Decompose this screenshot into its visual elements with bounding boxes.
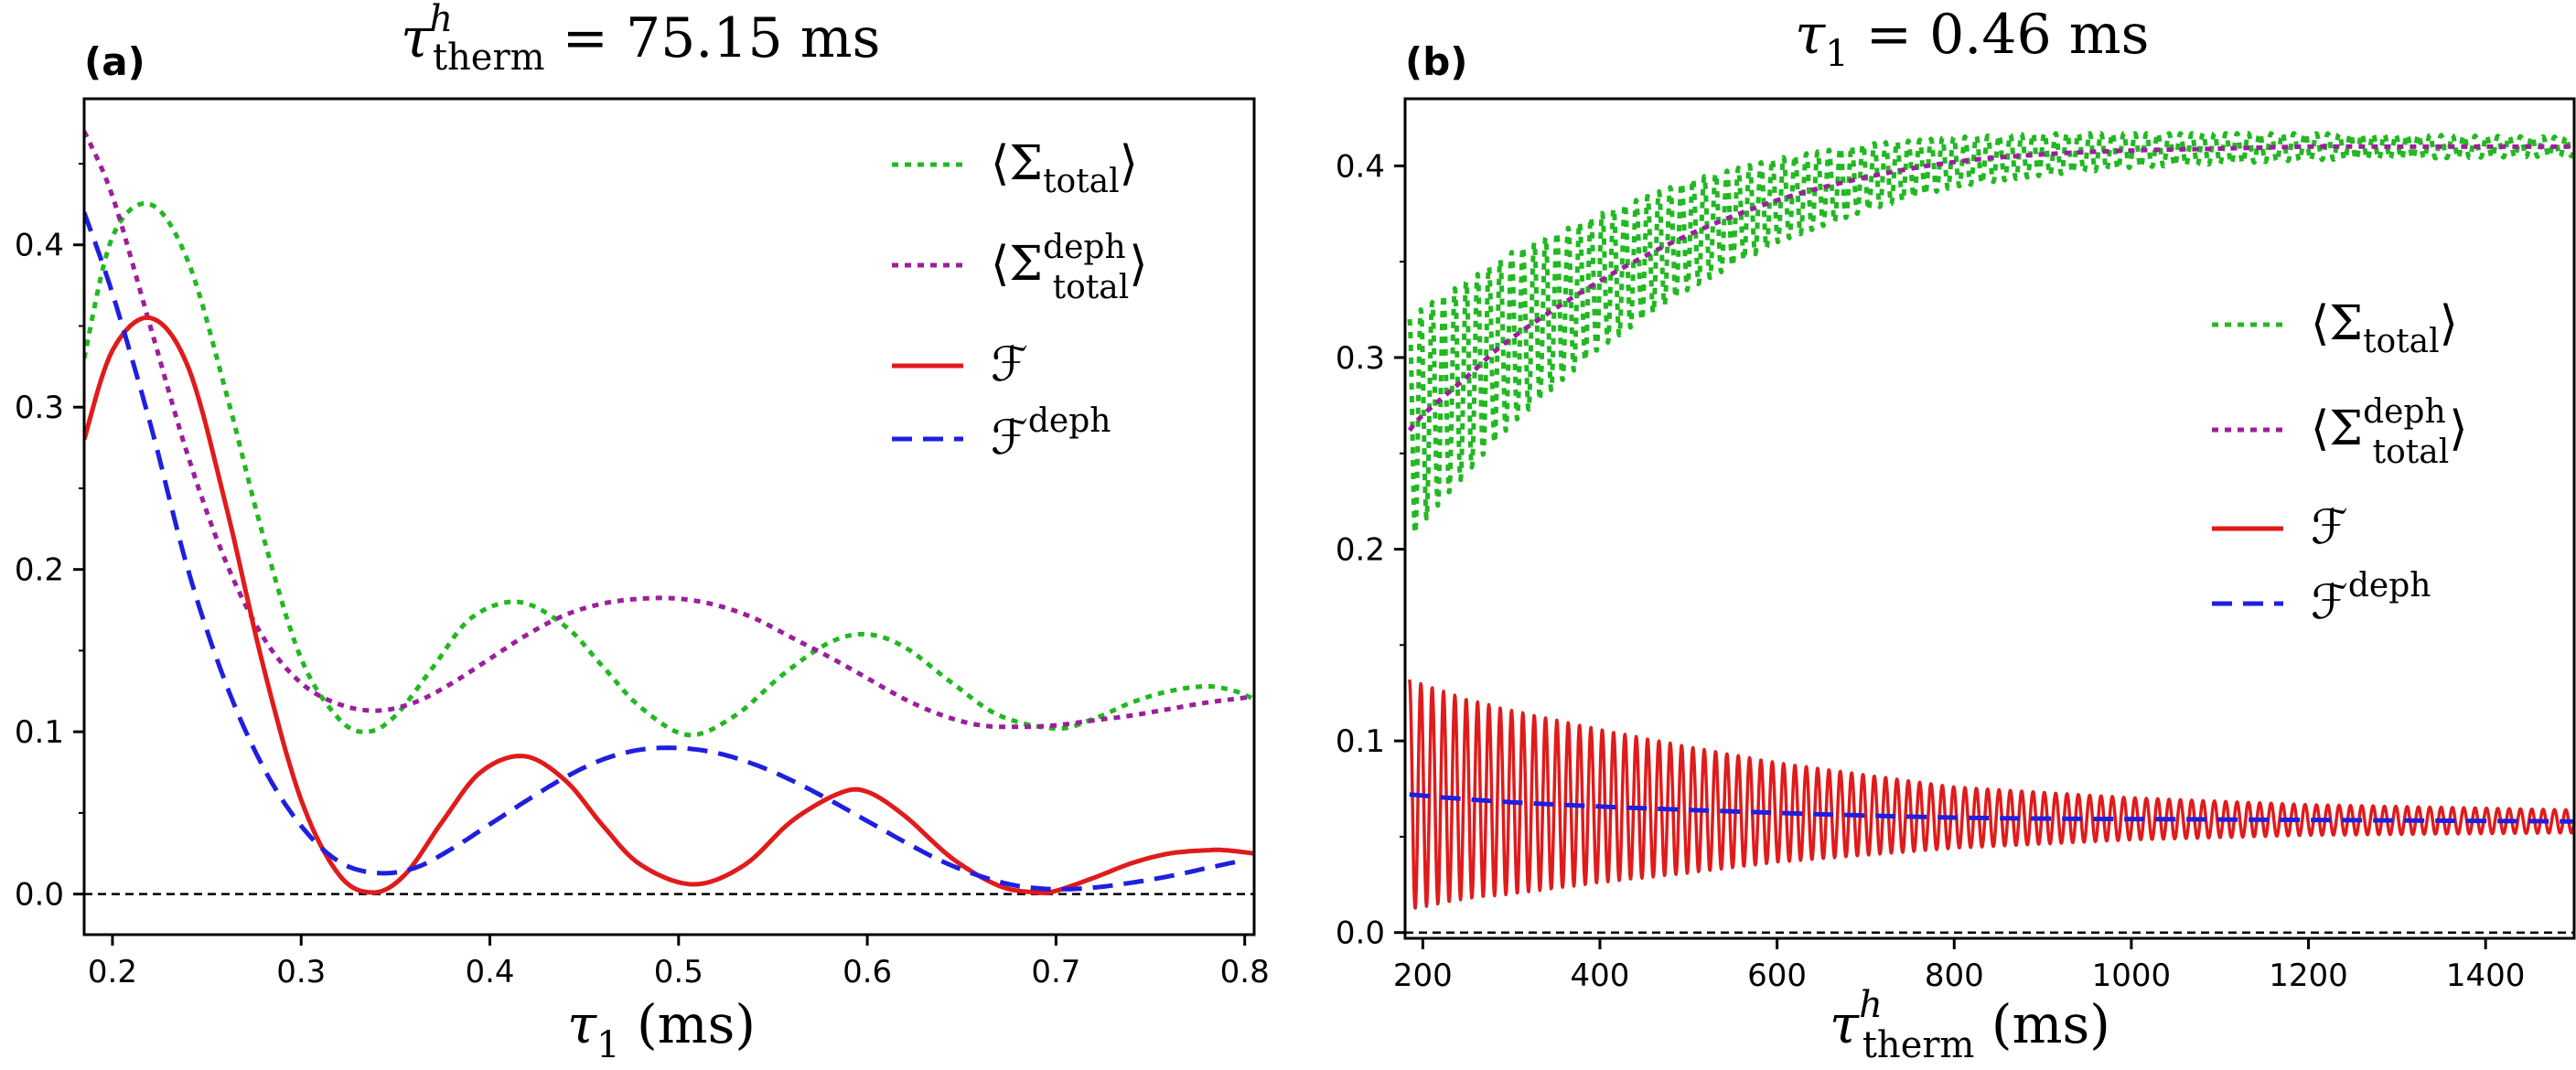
panel-b-ytick-label: 0.4 xyxy=(1336,148,1385,185)
panel-b-ytick-label: 0.2 xyxy=(1336,532,1385,569)
panel-b-series xyxy=(1407,131,2574,910)
panel-a-xtick-label: 0.6 xyxy=(843,954,892,990)
panel-b: (b) τ1 = 0.46 ms 0.0 0.1 0.2 0.3 0.4 200 400 60… xyxy=(1336,3,2576,1066)
panel-b-legend-label: ℱ xyxy=(2311,500,2348,555)
panel-a-legend: ⟨Σtotal⟩ ⟨Σdeph total⟩ ℱ ℱdeph xyxy=(892,136,1148,465)
panel-a-label: (a) xyxy=(84,39,145,84)
panel-b-series-3 xyxy=(1409,792,2574,824)
panel-b-series-0 xyxy=(1407,131,2574,536)
panel-a-xtick-label: 0.4 xyxy=(465,954,514,990)
panel-b-xtick-label: 1400 xyxy=(2446,958,2526,994)
panel-a-ytick-label: 0.3 xyxy=(15,390,64,426)
panel-a-xtick-label: 0.8 xyxy=(1220,954,1270,990)
panel-a-ytick-label: 0.0 xyxy=(15,877,64,914)
panel-b-xtick-label: 200 xyxy=(1393,958,1453,994)
panel-a-xtick-label: 0.7 xyxy=(1031,954,1080,990)
panel-b-xtick-label: 400 xyxy=(1571,958,1630,994)
panel-b-ticks: 0.0 0.1 0.2 0.3 0.4 200 400 600 800 1000 1200 1400 xyxy=(1336,148,2526,994)
panel-b-xtick-label: 600 xyxy=(1747,958,1807,994)
panel-a-xtick-label: 0.2 xyxy=(88,954,137,990)
panel-a-ytick-label: 0.2 xyxy=(15,552,64,589)
panel-a-frame xyxy=(82,97,1256,936)
panel-b-label: (b) xyxy=(1405,39,1467,84)
panel-b-series-2 xyxy=(1408,679,2574,910)
panel-a-series-2 xyxy=(84,315,1254,895)
panel-b-legend-label: ℱdeph xyxy=(2311,567,2431,630)
panel-b-legend-label: ⟨Σdeph total⟩ xyxy=(2311,393,2468,471)
panel-b-xtick-label: 1000 xyxy=(2092,958,2172,994)
panel-b-title: τ1 = 0.46 ms xyxy=(1795,3,2149,75)
panel-a-legend-label: ℱdeph xyxy=(991,402,1111,465)
panel-a-xtick-label: 0.5 xyxy=(654,954,703,990)
panel-a-xtick-label: 0.3 xyxy=(276,954,326,990)
panel-a-series-3 xyxy=(84,211,1246,892)
panel-b-legend: ⟨Σtotal⟩ ⟨Σdeph total⟩ ℱ ℱdeph xyxy=(2212,296,2468,630)
panel-b-series-1 xyxy=(1407,144,2574,433)
panel-a-series-1 xyxy=(84,130,1254,730)
panel-b-ytick-label: 0.0 xyxy=(1336,915,1385,952)
panel-a-series xyxy=(84,130,1254,895)
panel-a-ytick-label: 0.1 xyxy=(15,714,64,751)
panel-b-legend-label: ⟨Σtotal⟩ xyxy=(2311,296,2458,360)
panel-b-xtick-label: 1200 xyxy=(2269,958,2348,994)
panel-a-legend-label: ⟨Σtotal⟩ xyxy=(991,136,1138,200)
panel-a-ytick-label: 0.4 xyxy=(15,228,64,264)
panel-a-xlabel: τ1 (ms) xyxy=(567,993,756,1066)
panel-a-legend-label: ⟨Σdeph total⟩ xyxy=(991,229,1148,306)
panel-b-ytick-label: 0.1 xyxy=(1336,723,1385,760)
panel-b-ytick-label: 0.3 xyxy=(1336,340,1385,377)
panel-b-xlabel: τh therm (ms) xyxy=(1830,984,2110,1066)
panel-a-title: τh therm = 75.15 ms xyxy=(401,0,880,79)
panel-b-frame xyxy=(1403,97,2576,940)
panel-a-ticks: 0.0 0.1 0.2 0.3 0.4 0.2 0.3 0.4 0.5 0.6 0.7 0.8 xyxy=(15,162,1270,990)
panel-b-xtick-label: 800 xyxy=(1925,958,1984,994)
panel-a: (a) τh therm = 75.15 ms 0.00.10.20.30.40.… xyxy=(15,0,1270,1066)
panel-a-legend-label: ℱ xyxy=(991,337,1028,392)
